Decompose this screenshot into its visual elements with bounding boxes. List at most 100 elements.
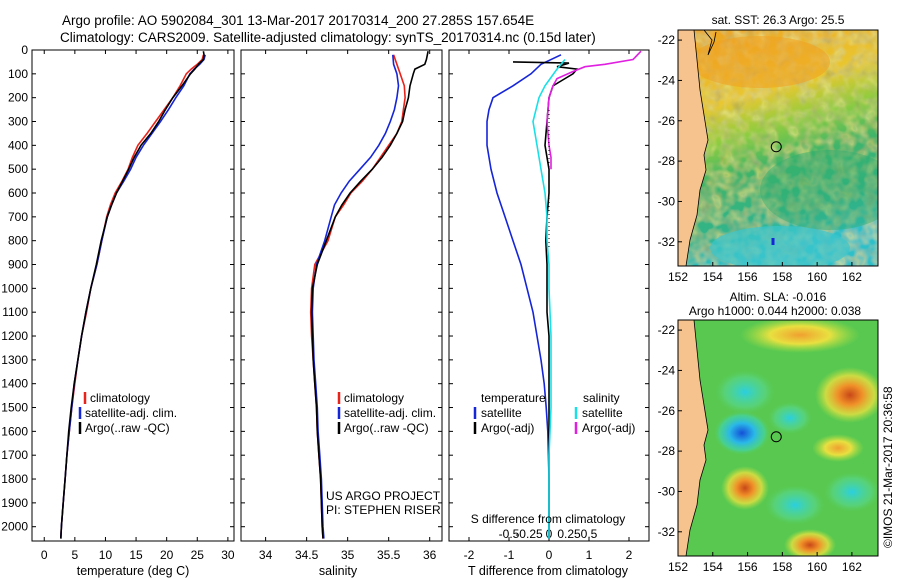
x-tick-label: 0 xyxy=(41,548,48,562)
temperature-legend: climatology satellite-adj. clim. Argo(..… xyxy=(78,391,177,435)
legend-label-s-satellite: satellite xyxy=(582,406,623,420)
land-mass xyxy=(678,320,709,556)
depth-tick-label: 100 xyxy=(8,67,28,81)
sla-yellow-top xyxy=(740,320,860,353)
sla-map xyxy=(678,320,878,556)
sla-cyan-center xyxy=(768,402,812,434)
depth-tick-label: 1800 xyxy=(1,472,28,486)
legend-label-t-argo: Argo(-adj) xyxy=(481,421,534,435)
map-x-tick-label: 158 xyxy=(772,560,792,574)
map-y-tick-label: -30 xyxy=(658,194,676,208)
temperature-series xyxy=(60,51,206,539)
depth-tick-label: 1000 xyxy=(1,281,28,295)
map-x-tick-label: 160 xyxy=(807,270,827,284)
series-line-argo-raw-qc xyxy=(60,51,205,539)
sla-map-frame xyxy=(677,319,879,557)
imos-credit: ©IMOS 21-Mar-2017 20:36:58 xyxy=(881,386,895,548)
sst-map-title: sat. SST: 26.3 Argo: 25.5 xyxy=(712,13,845,27)
x-tick-label: 15 xyxy=(129,548,143,562)
sst-map xyxy=(678,30,878,266)
salinity-x-axis: 34 34.5 35 35.5 36 xyxy=(259,50,437,562)
header-line-1: Argo profile: AO 5902084_301 13-Mar-2017… xyxy=(62,13,535,28)
depth-tick-label: 1200 xyxy=(1,329,28,343)
series-line-temperature-satellite xyxy=(486,54,562,539)
figure-header: Argo profile: AO 5902084_301 13-Mar-2017… xyxy=(0,0,640,48)
x-tick-label: 20 xyxy=(160,548,174,562)
sst-cyan-patch xyxy=(710,226,850,266)
argo-location-marker xyxy=(770,431,782,443)
sla-map-axes: 152 154 156 158 160 162 -22 -24 -26 -28 -30 -32 xyxy=(658,323,863,574)
s-tick-label: 0.25 xyxy=(557,527,581,541)
difference-x-label: T difference from climatology xyxy=(468,564,629,578)
map-x-tick-label: 152 xyxy=(668,270,688,284)
sla-cyan-southeast xyxy=(824,472,878,512)
sst-warm-patch xyxy=(690,36,830,88)
depth-tick-label: 1100 xyxy=(2,305,28,319)
map-y-tick-label: -28 xyxy=(658,154,676,168)
legend-label-s-argo: Argo(-adj) xyxy=(582,421,635,435)
map-x-tick-label: 162 xyxy=(842,560,862,574)
temperature-plot-frame xyxy=(31,49,235,542)
map-y-tick-label: -28 xyxy=(658,444,676,458)
legend-title-temperature: temperature xyxy=(481,391,546,405)
x-tick-label: 1 xyxy=(586,548,593,562)
coast-contour xyxy=(703,30,717,56)
s-difference-label: S difference from climatology xyxy=(471,512,626,526)
temperature-x-axis: 0 5 10 15 20 25 30 xyxy=(41,50,235,562)
map-x-tick-label: 154 xyxy=(703,270,723,284)
sla-yellow-mid xyxy=(812,434,864,462)
x-tick-label: 25 xyxy=(191,548,205,562)
series-line-argo-raw-qc xyxy=(310,51,429,539)
series-line-satellite-adj-clim xyxy=(311,54,400,539)
depth-tick-label: 700 xyxy=(8,210,28,224)
map-x-tick-label: 160 xyxy=(807,560,827,574)
x-tick-label: 30 xyxy=(221,548,235,562)
depth-tick-label: 500 xyxy=(8,162,28,176)
x-tick-label: -2 xyxy=(464,548,475,562)
series-line-salinity-argo-adj xyxy=(546,50,642,170)
depth-tick-label: 200 xyxy=(8,91,28,105)
depth-tick-label: 1600 xyxy=(1,424,28,438)
salinity-x-label: salinity xyxy=(319,564,358,578)
sst-map-axes: 152 154 156 158 160 162 -22 -24 -26 -28 -30 -32 xyxy=(658,33,863,284)
depth-axis: 0 100 200 300 400 500 600 700 800 900 1000 1100 1200… xyxy=(1,43,649,534)
s-tick-label: -0.5 xyxy=(499,527,520,541)
depth-tick-label: 800 xyxy=(8,234,28,248)
s-tick-label: -0.25 xyxy=(515,527,543,541)
map-x-tick-label: 156 xyxy=(738,560,758,574)
difference-x-axis: -2 -1 0 1 2-0.5-0.25 0 0.25 0.5 xyxy=(464,50,633,562)
sla-map-title: Altim. SLA: -0.016 xyxy=(730,290,827,304)
s-tick-label: 0.5 xyxy=(581,527,598,541)
argo-location-marker xyxy=(770,141,782,153)
map-x-tick-label: 154 xyxy=(703,560,723,574)
legend-title-salinity: salinity xyxy=(583,391,620,405)
x-tick-label: -1 xyxy=(504,548,515,562)
legend-label-satellite: satellite-adj. clim. xyxy=(344,406,436,420)
x-tick-label: 10 xyxy=(99,548,113,562)
legend-label-climatology: climatology xyxy=(90,391,150,405)
project-label: US ARGO PROJECT xyxy=(326,489,441,503)
salinity-legend: climatology satellite-adj. clim. Argo(..… xyxy=(326,391,441,517)
sst-map-frame xyxy=(677,29,879,267)
map-y-tick-label: -22 xyxy=(658,33,676,47)
x-tick-label: 2 xyxy=(626,548,633,562)
map-y-tick-label: -22 xyxy=(658,323,676,337)
salinity-series xyxy=(309,51,429,539)
map-y-tick-label: -24 xyxy=(658,73,676,87)
series-line-salinity-satellite xyxy=(532,58,566,539)
x-tick-label: 34.5 xyxy=(295,548,319,562)
depth-tick-label: 1700 xyxy=(1,448,28,462)
depth-tick-label: 1300 xyxy=(1,353,28,367)
difference-legend: temperature salinity satellite Argo(-adj… xyxy=(473,391,635,435)
depth-tick-label: 1400 xyxy=(1,377,28,391)
depth-tick-label: 0 xyxy=(21,43,28,57)
pi-label: PI: STEPHEN RISER xyxy=(326,503,441,517)
map-x-tick-label: 162 xyxy=(842,270,862,284)
map-y-tick-label: -26 xyxy=(658,404,676,418)
map-y-tick-label: -24 xyxy=(658,363,676,377)
map-y-tick-label: -32 xyxy=(658,235,676,249)
map-y-tick-label: -32 xyxy=(658,525,676,539)
depth-tick-label: 1900 xyxy=(1,496,28,510)
depth-tick-label: 2000 xyxy=(1,520,28,534)
x-tick-label: 35.5 xyxy=(377,548,401,562)
